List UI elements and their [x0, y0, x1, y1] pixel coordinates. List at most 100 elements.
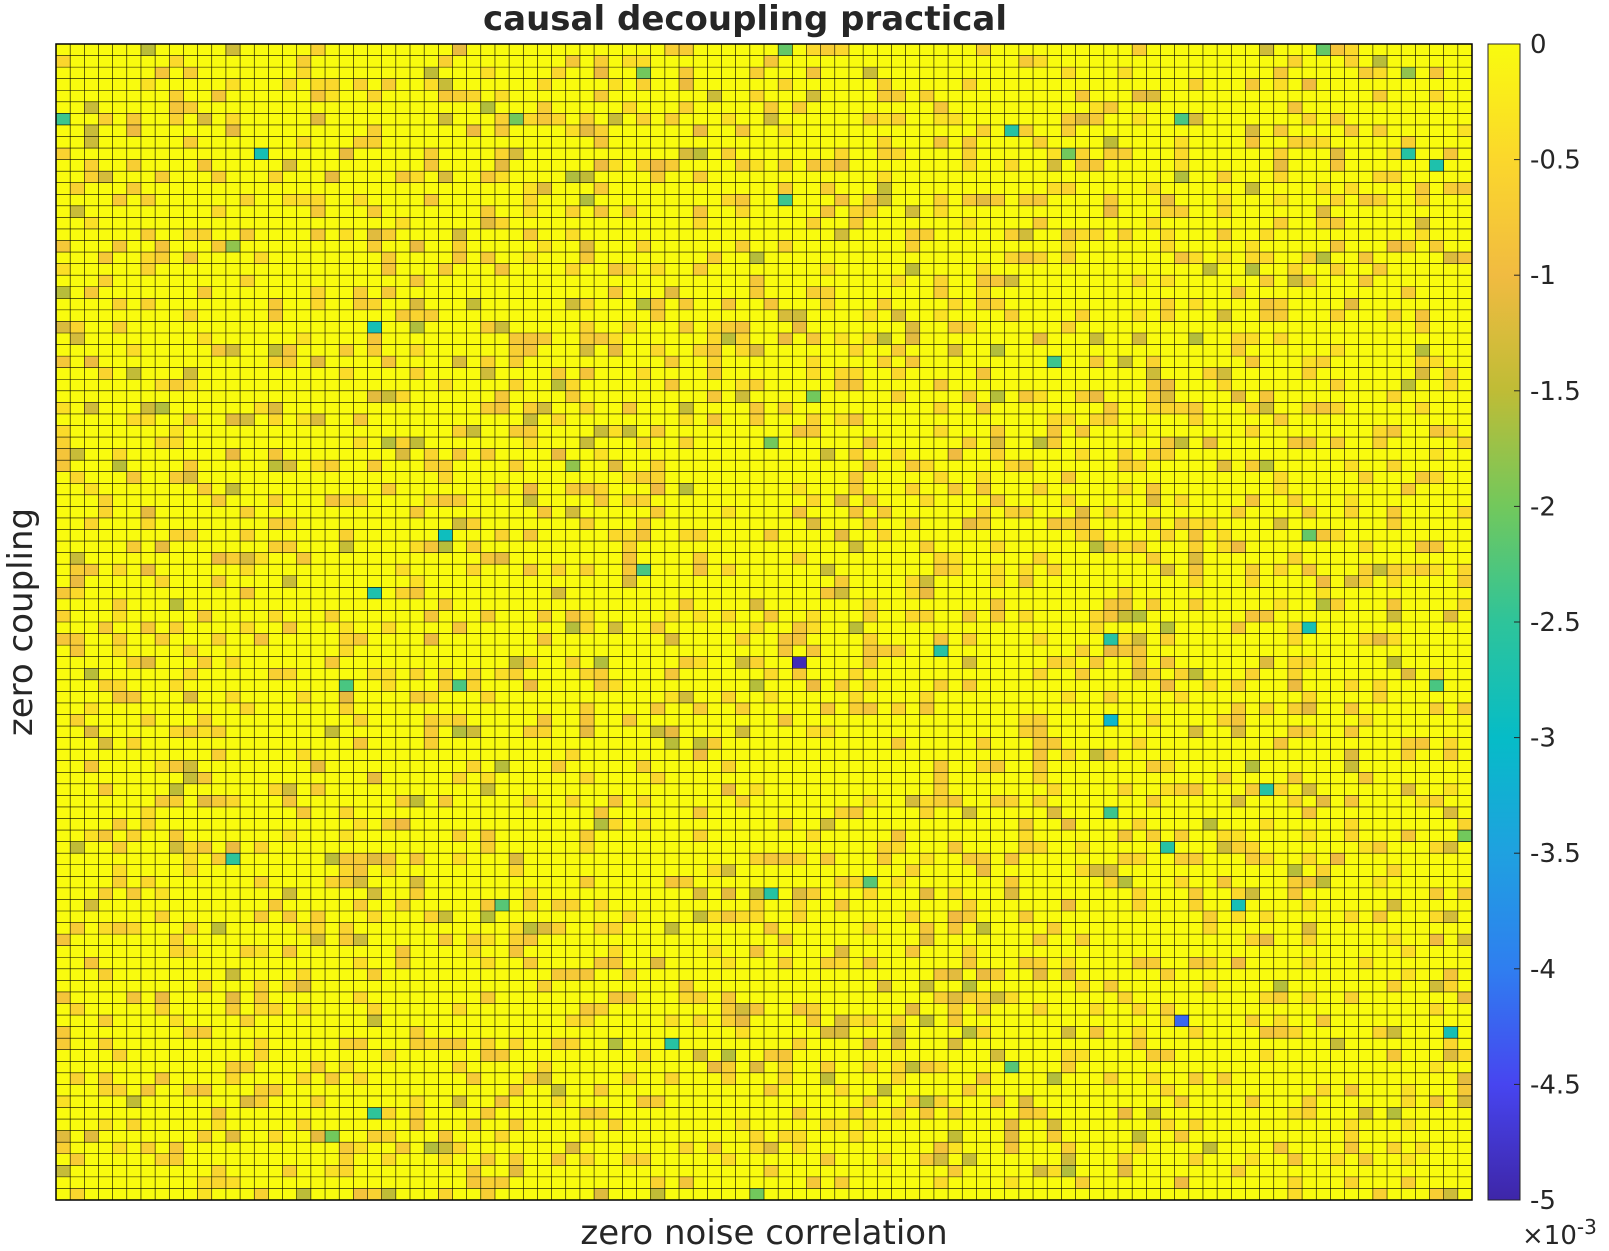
heatmap-cell [282, 911, 297, 923]
heatmap-cell [933, 101, 949, 114]
heatmap-cell [565, 483, 580, 495]
heatmap-cell [211, 795, 226, 807]
heatmap-cell [863, 645, 878, 657]
heatmap-cell [282, 795, 297, 807]
heatmap-cell-notable [509, 113, 524, 125]
heatmap-cell [155, 991, 170, 1004]
heatmap-cell [863, 887, 878, 900]
heatmap-cell [1245, 136, 1260, 149]
heatmap-cell [948, 483, 963, 495]
heatmap-cell [877, 356, 892, 368]
heatmap-cell [891, 1061, 906, 1073]
heatmap-cell [1160, 760, 1175, 773]
heatmap-cell [594, 494, 609, 507]
heatmap-cell [537, 182, 552, 195]
heatmap-cell [778, 78, 793, 91]
heatmap-cell [410, 275, 425, 287]
heatmap-cell [749, 286, 764, 299]
heatmap-cell [919, 541, 934, 553]
heatmap-cell [834, 679, 849, 692]
colorbar-tick-label: -3 [1530, 724, 1556, 754]
heatmap-cell [919, 887, 934, 900]
heatmap-cell [1429, 702, 1444, 715]
heatmap-cell [140, 263, 156, 276]
heatmap-cell [310, 1130, 326, 1143]
heatmap-cell [693, 148, 708, 160]
heatmap-cell [537, 402, 552, 414]
heatmap-cell [140, 506, 156, 518]
heatmap-cell [1188, 252, 1203, 264]
heatmap-cell [353, 136, 368, 149]
heatmap-cell [933, 991, 949, 1004]
heatmap-cell [721, 911, 736, 923]
heatmap-cell [1245, 333, 1260, 345]
heatmap-cell [749, 344, 764, 357]
heatmap-cell [863, 194, 878, 206]
heatmap-cell [1188, 517, 1203, 530]
heatmap-cell [381, 356, 396, 368]
heatmap-cell [919, 1107, 934, 1120]
heatmap-cell [1287, 263, 1303, 276]
heatmap-cell [962, 217, 977, 229]
heatmap-cell [126, 367, 141, 380]
heatmap-cell [1344, 1084, 1359, 1096]
heatmap-cell [622, 552, 637, 565]
heatmap-cell [480, 934, 495, 946]
heatmap-cell [296, 1188, 311, 1200]
heatmap-cell [523, 437, 538, 449]
heatmap-cell [962, 945, 977, 958]
heatmap-cell [579, 113, 595, 125]
heatmap-cell [1018, 830, 1034, 842]
heatmap-cell [636, 78, 651, 91]
heatmap-cell [1146, 552, 1161, 565]
heatmap-cell [848, 806, 864, 819]
heatmap-cell [466, 298, 481, 310]
heatmap-cell [452, 44, 467, 56]
heatmap-cell [1259, 610, 1274, 622]
heatmap-cell [1188, 668, 1203, 680]
heatmap-cell [990, 194, 1005, 206]
heatmap-cell [1231, 830, 1246, 842]
heatmap-cell [905, 864, 920, 877]
heatmap-cell [679, 44, 694, 56]
heatmap-cell [84, 830, 99, 842]
heatmap-cell [70, 321, 85, 333]
heatmap-cell [933, 425, 949, 438]
heatmap-cell [693, 991, 708, 1004]
heatmap-cell [183, 945, 198, 958]
heatmap-cell [494, 217, 510, 229]
heatmap-cell [523, 194, 538, 206]
heatmap-cell [1103, 645, 1118, 657]
heatmap-cell [806, 726, 821, 738]
heatmap-cell [792, 1130, 807, 1143]
heatmap-cell [70, 333, 85, 345]
heatmap-cell [1273, 171, 1288, 183]
heatmap-cell [1443, 1038, 1458, 1050]
heatmap-cell [834, 194, 849, 206]
heatmap-cell-notable [1302, 622, 1317, 634]
heatmap-cell [1202, 1142, 1218, 1154]
heatmap-cell [98, 113, 113, 125]
heatmap-cell [480, 783, 495, 796]
heatmap-cell [494, 1176, 510, 1189]
heatmap-cell [636, 55, 651, 68]
heatmap-cell [112, 645, 127, 657]
heatmap-cell [1302, 356, 1317, 368]
heatmap-cell [749, 379, 764, 391]
heatmap-cell [353, 194, 368, 206]
heatmap-cell [1259, 309, 1274, 322]
heatmap-cell [480, 899, 495, 911]
heatmap-cell [650, 506, 665, 518]
heatmap-cell [1061, 228, 1076, 241]
heatmap-cell [339, 645, 354, 657]
heatmap-cell [1132, 818, 1147, 831]
heatmap-cell [1231, 795, 1246, 807]
heatmap-cell [424, 737, 439, 750]
colorbar-tick-label: 0 [1530, 30, 1547, 60]
heatmap-cell [1146, 1107, 1161, 1120]
heatmap-cell [735, 205, 750, 218]
heatmap-cell [664, 1072, 680, 1085]
heatmap-cell [98, 494, 113, 507]
heatmap-cell [919, 691, 934, 703]
heatmap-cell-notable [1457, 830, 1472, 842]
